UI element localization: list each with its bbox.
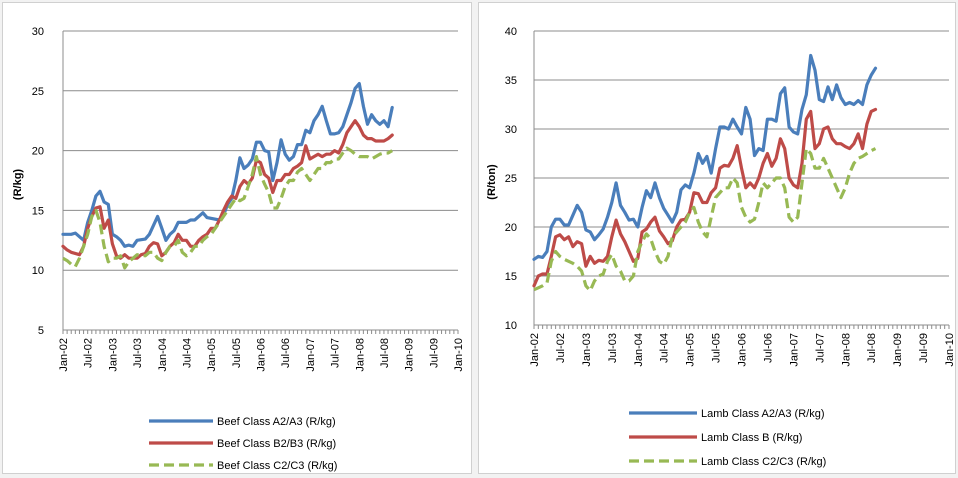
x-tick-label: Jan-10 [453,338,465,372]
y-axis-label: (R/ton) [486,164,498,200]
y-tick-label: 5 [38,325,44,337]
x-tick-label: Jul-08 [379,338,391,368]
x-tick-label: Jan-10 [944,333,956,367]
series-line-1 [532,107,878,288]
x-tick-label: Jul-07 [814,333,826,363]
beef-chart-panel: 5 10 15 20 25 30 Jan-02 Jul-02 Jan-03 Jul-03 Jan-0… [2,2,472,474]
x-tick-label: Jan-08 [840,333,852,367]
x-tick-label: Jan-05 [685,333,697,367]
y-tick-label: 10 [505,320,517,332]
y-axis-label: (R/kg) [12,169,24,201]
x-tick-label: Jan-02 [58,338,70,372]
x-tick-label: Jul-07 [330,338,342,368]
legend-label: Beef Class C2/C3 (R/kg) [217,460,337,472]
legend-label: Lamb Class B (R/kg) [701,432,802,444]
x-tick-label: Jan-09 [404,338,416,372]
x-tick-label: Jan-08 [354,338,366,372]
x-tick-label: Jul-06 [280,338,292,368]
series-line-2 [62,146,394,270]
x-tick-label: Jul-06 [762,333,774,363]
x-tick-label: Jul-02 [555,333,567,363]
y-tick-label: 15 [32,205,44,217]
x-tick-label: Jan-03 [107,338,119,372]
legend-label: Lamb Class A2/A3 (R/kg) [701,408,825,420]
y-tick-label: 15 [505,271,517,283]
x-tick-label: Jan-04 [633,333,645,367]
x-tick-label: Jul-02 [83,338,95,368]
legend-label: Beef Class B2/B3 (R/kg) [217,438,336,450]
beef-price-chart: 5 10 15 20 25 30 Jan-02 Jul-02 Jan-03 Jul-03 Jan-0… [12,26,465,472]
x-tick-label: Jan-09 [892,333,904,367]
y-tick-label: 10 [32,265,44,277]
series-line-0 [61,82,394,248]
x-tick-label: Jan-06 [737,333,749,367]
x-tick-label: Jan-07 [305,338,317,372]
y-tick-label: 30 [505,124,517,136]
legend-label: Lamb Class C2/C3 (R/kg) [701,456,826,468]
y-tick-label: 20 [505,222,517,234]
x-tick-label: Jul-04 [181,338,193,368]
y-tick-label: 40 [505,26,517,38]
y-tick-label: 25 [32,86,44,98]
x-tick-label: Jul-05 [231,338,243,368]
series-line-2 [533,147,877,293]
lamb-price-chart: 10 15 20 25 30 35 40 Jan-02 Jul-02 Jan-03 Jul-03 Ja… [486,26,956,468]
x-tick-label: Jul-03 [132,338,144,368]
y-tick-label: 30 [32,26,44,38]
x-tick-label: Jan-07 [788,333,800,367]
x-tick-label: Jan-03 [581,333,593,367]
series-line-0 [532,53,878,261]
y-tick-label: 25 [505,173,517,185]
x-tick-label: Jul-04 [659,333,671,363]
x-tick-label: Jul-05 [711,333,723,363]
y-tick-label: 20 [32,146,44,158]
x-tick-label: Jul-03 [607,333,619,363]
lamb-chart-panel: 10 15 20 25 30 35 40 Jan-02 Jul-02 Jan-03 Jul-03 Ja… [478,2,956,474]
x-tick-label: Jul-09 [428,338,440,368]
x-tick-label: Jul-08 [866,333,878,363]
legend-label: Beef Class A2/A3 (R/kg) [217,416,336,428]
x-tick-label: Jan-04 [157,338,169,372]
x-tick-label: Jan-06 [256,338,268,372]
y-tick-label: 35 [505,75,517,87]
series-line-1 [61,119,394,260]
x-tick-label: Jul-09 [918,333,930,363]
x-tick-label: Jan-05 [206,338,218,372]
x-tick-label: Jan-02 [529,333,541,367]
